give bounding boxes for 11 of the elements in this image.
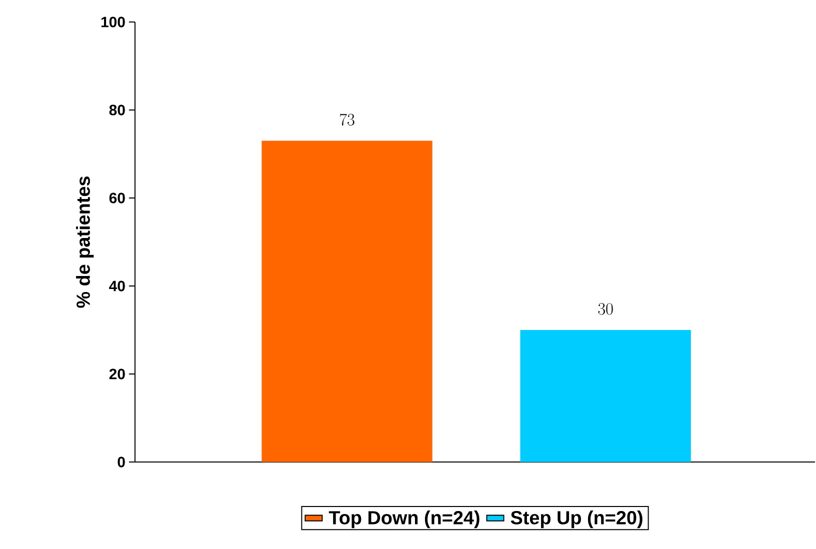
y-tick-label: 80 [109,104,125,116]
y-tick-label: 0 [118,456,125,468]
y-axis-title: % de patientes [76,176,94,308]
y-tick-label: 40 [109,280,125,292]
legend-label: Step Up (n=20) [510,510,642,528]
data-label: 30 [598,303,613,315]
data-label: 73 [340,114,354,126]
legend-label: Top Down (n=24) [328,510,480,528]
y-tick-label: 60 [109,192,125,204]
y-tick-label: 20 [109,368,125,380]
y-tick-label: 100 [101,16,125,28]
